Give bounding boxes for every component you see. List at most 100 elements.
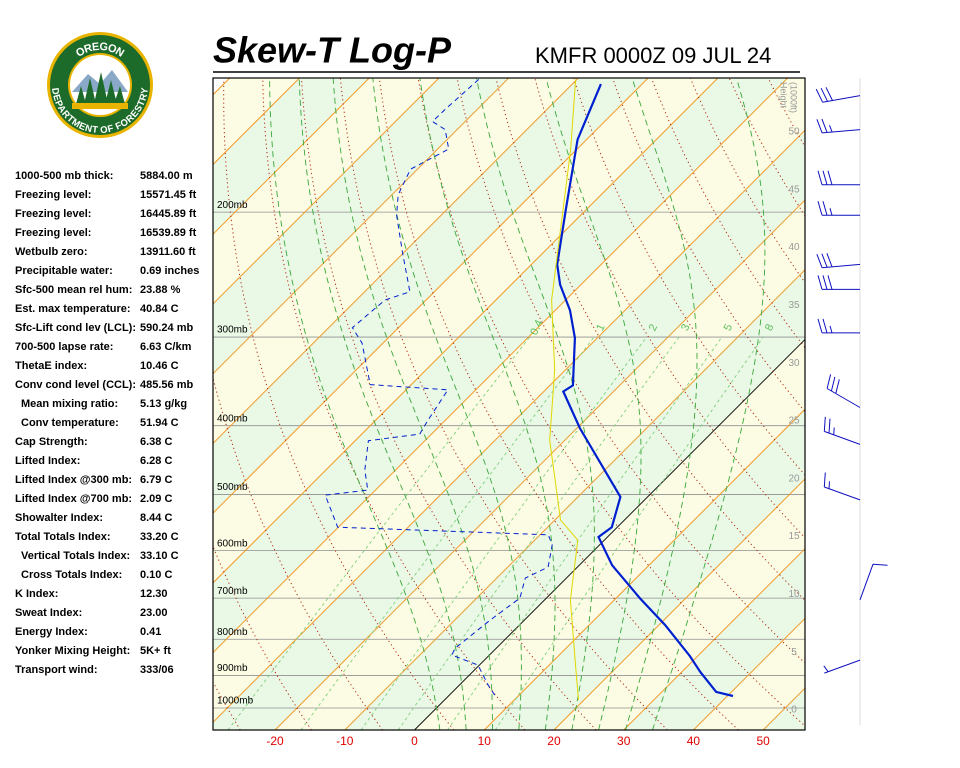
index-label: Wetbulb zero: — [15, 246, 88, 258]
index-label: Precipitable water: — [15, 265, 113, 277]
isotherm — [213, 129, 805, 724]
mixing-ratio-label: 1 — [594, 322, 607, 333]
wind-barb — [816, 253, 861, 269]
dry-adiabat — [807, 78, 960, 730]
index-value: 5K+ ft — [140, 645, 171, 657]
index-label: Lifted Index @300 mb: — [15, 474, 132, 486]
isotherm — [213, 78, 370, 235]
moist-adiabat — [298, 78, 467, 730]
index-label: Freezing level: — [15, 208, 91, 220]
isotherm — [274, 199, 805, 730]
index-value: 23.88 % — [140, 284, 181, 296]
index-label: Showalter Index: — [15, 512, 103, 524]
isotherm — [213, 78, 440, 305]
pressure-label: 200mb — [217, 200, 248, 211]
height-tick-label: 5 — [791, 647, 797, 658]
logo: OREGON DEPARTMENT OF FORESTRY — [47, 32, 153, 138]
x-tick-label: -20 — [266, 734, 284, 748]
index-label: Total Totals Index: — [15, 531, 111, 543]
height-tick-label: 40 — [788, 242, 800, 253]
index-value: 5.13 g/kg — [140, 398, 187, 410]
wind-barb — [817, 201, 860, 216]
index-value: 10.46 C — [140, 360, 179, 372]
wind-barb — [826, 374, 861, 408]
isotherm — [623, 547, 805, 730]
isotherm — [213, 78, 719, 584]
index-value: 51.94 C — [140, 417, 179, 429]
sounding-line — [549, 79, 579, 700]
index-label: Energy Index: — [15, 626, 88, 638]
wind-barb — [823, 416, 861, 445]
dry-adiabat — [378, 78, 739, 730]
index-label: Freezing level: — [15, 189, 91, 201]
isotherm — [213, 78, 510, 375]
x-tick-label: -10 — [336, 734, 354, 748]
mixing-ratio-line — [397, 336, 680, 730]
wind-barb — [817, 275, 860, 290]
index-label: Lifted Index: — [15, 455, 80, 467]
index-label: Conv cond level (CCL): — [15, 379, 136, 391]
moist-adiabat — [652, 78, 766, 730]
index-label: Est. max temperature: — [15, 303, 131, 315]
wind-barb — [817, 318, 860, 334]
height-axis-label: Height — [779, 82, 789, 109]
mixing-ratio-line — [494, 336, 764, 730]
height-tick-label: 10 — [788, 589, 800, 600]
index-value: 485.56 mb — [140, 379, 193, 391]
isotherm — [693, 617, 805, 730]
index-value: 0.41 — [140, 626, 161, 638]
wind-barb — [816, 118, 861, 134]
index-value: 0.10 C — [140, 569, 172, 581]
index-value: 6.28 C — [140, 455, 172, 467]
x-tick-label: 20 — [547, 734, 561, 748]
dry-adiabat — [213, 545, 312, 730]
index-label: Sfc-Lift cond lev (LCL): — [15, 322, 136, 334]
index-value: 590.24 mb — [140, 322, 193, 334]
index-label: ThetaE index: — [15, 360, 87, 372]
index-value: 8.44 C — [140, 512, 172, 524]
index-value: 33.20 C — [140, 531, 179, 543]
x-tick-label: 50 — [756, 734, 770, 748]
index-label: Lifted Index @700 mb: — [15, 493, 132, 505]
moist-adiabat — [332, 78, 493, 730]
isotherm — [414, 338, 805, 730]
index-label: Mean mixing ratio: — [21, 398, 118, 410]
mixing-ratio-label: 0.4 — [528, 318, 545, 337]
wind-barb — [859, 563, 888, 601]
moist-adiabat — [372, 78, 522, 730]
dry-adiabat — [417, 78, 805, 727]
x-tick-label: 40 — [687, 734, 701, 748]
pressure-label: 700mb — [217, 586, 248, 597]
index-label: Freezing level: — [15, 227, 91, 239]
isotherm — [213, 78, 579, 445]
logo-top-text: OREGON — [74, 41, 126, 60]
index-label: Sfc-500 mean rel hum: — [15, 284, 132, 296]
index-label: Transport wind: — [15, 664, 98, 676]
index-value: 12.30 — [140, 588, 168, 600]
mixing-ratio-label: 8 — [763, 322, 776, 333]
index-value: 13911.60 ft — [140, 246, 196, 258]
dry-adiabat — [534, 78, 805, 539]
height-axis-label: (1000ft) — [789, 82, 799, 113]
index-label: Vertical Totals Index: — [21, 550, 130, 562]
x-tick-label: 0 — [411, 734, 418, 748]
index-value: 40.84 C — [140, 303, 179, 315]
pressure-label: 500mb — [217, 482, 248, 493]
index-label: 700-500 lapse rate: — [15, 341, 113, 353]
dry-adiabat — [846, 78, 960, 730]
height-tick-label: 50 — [788, 127, 800, 138]
index-value: 6.63 C/km — [140, 341, 192, 353]
dry-adiabat — [213, 375, 384, 730]
index-value: 6.79 C — [140, 474, 172, 486]
dry-adiabat — [495, 78, 805, 602]
index-value: 15571.45 ft — [140, 189, 197, 201]
index-label: 1000-500 mb thick: — [15, 170, 113, 182]
pressure-label: 300mb — [217, 325, 248, 336]
height-tick-label: 25 — [788, 416, 800, 427]
dry-adiabat — [456, 78, 805, 664]
index-value: 33.10 C — [140, 550, 179, 562]
sounding-line — [556, 83, 734, 698]
index-value: 0.69 inches — [140, 265, 199, 277]
index-value: 2.09 C — [140, 493, 172, 505]
